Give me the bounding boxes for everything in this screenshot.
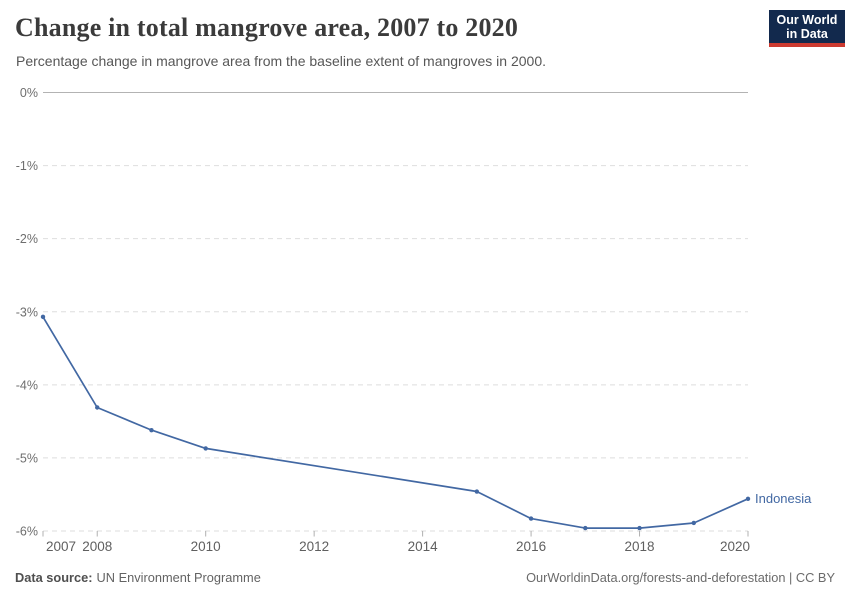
series-label-indonesia[interactable]: Indonesia [755,491,812,506]
y-axis-label: -5% [16,451,38,465]
x-axis-label: 2010 [191,539,221,554]
data-point-marker[interactable] [583,525,588,531]
data-point-marker[interactable] [149,427,154,433]
x-axis-label: 2020 [720,539,750,554]
y-axis-label: -6% [16,525,38,539]
y-axis-label: -2% [16,232,38,246]
x-axis-label: 2014 [408,539,439,554]
x-axis-label: 2008 [82,539,112,554]
chart-footer: Data source: UN Environment Programme Our… [15,570,835,585]
data-point-marker[interactable] [528,516,534,521]
y-axis-label: -1% [16,159,38,173]
attribution-link[interactable]: OurWorldinData.org/forests-and-deforesta… [526,570,835,585]
data-source: Data source: UN Environment Programme [15,570,261,585]
indonesia-line[interactable] [42,316,749,529]
y-axis-label: -4% [16,378,38,392]
x-axis-label: 2012 [299,539,329,554]
owid-logo-line1: Our World [776,13,838,27]
data-point-marker[interactable] [203,446,208,451]
owid-logo[interactable]: Our World in Data [769,10,845,47]
data-point-marker[interactable] [474,489,480,494]
x-axis-label: 2018 [625,539,655,554]
x-axis-label: 2016 [516,539,546,554]
data-source-label: Data source: [15,570,93,585]
data-point-marker[interactable] [691,520,696,526]
owid-logo-line2: in Data [786,27,828,41]
owid-logo-text: Our World in Data [769,10,845,43]
data-point-marker[interactable] [745,496,751,502]
data-source-value: UN Environment Programme [96,570,261,585]
y-axis-label: -3% [16,305,38,319]
data-point-marker[interactable] [40,314,46,320]
owid-logo-red-bar [769,43,845,47]
chart-subtitle: Percentage change in mangrove area from … [16,53,546,69]
data-point-marker[interactable] [637,525,642,531]
y-axis-label: 0% [20,86,38,100]
x-axis-label: 2007 [46,539,76,554]
data-point-marker[interactable] [95,405,100,410]
chart-title: Change in total mangrove area, 2007 to 2… [15,13,519,42]
